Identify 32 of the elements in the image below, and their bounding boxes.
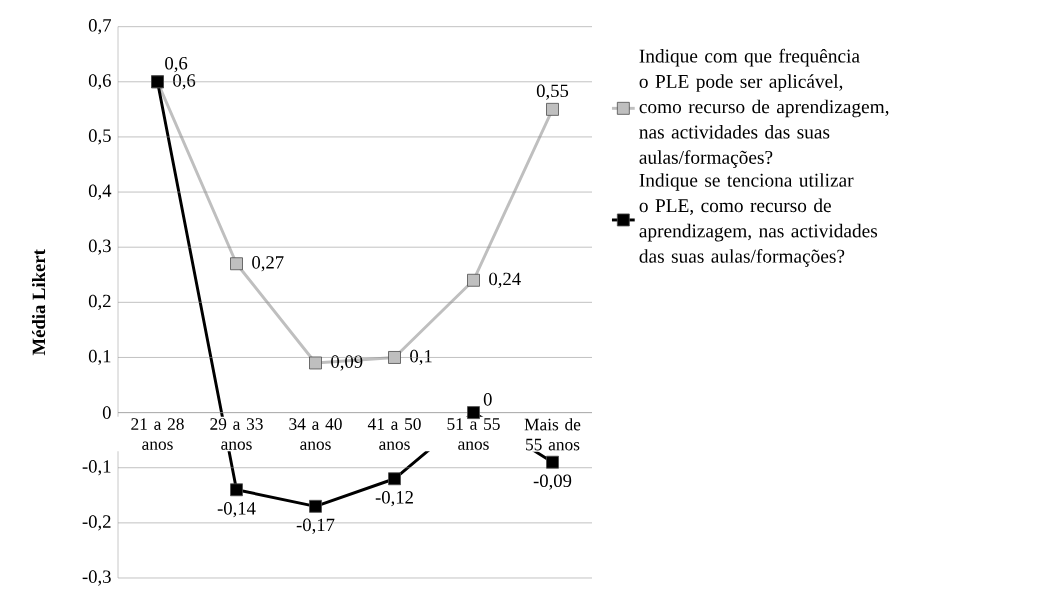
y-tick-label: -0,3 <box>82 570 111 586</box>
data-label: 0 <box>483 393 492 406</box>
y-tick-label: 0,2 <box>88 294 111 311</box>
data-label: -0,14 <box>217 502 256 518</box>
legend-label: Indique com que frequência o PLE pode ser aplicável, como recurso de aprendizagem, nas actividades das suas aulas/formações? <box>639 48 889 168</box>
data-label: 0,6 <box>173 74 196 90</box>
data-label: 0,27 <box>252 256 284 272</box>
data-label: 0,6 <box>165 56 188 73</box>
data-label: 0,09 <box>331 355 363 371</box>
data-label: -0,09 <box>533 474 572 490</box>
y-tick-label: 0 <box>102 406 111 419</box>
y-tick-label: -0,1 <box>82 460 111 476</box>
x-tick-label: 34 a 40 anos <box>289 418 342 450</box>
x-tick-label: 21 a 28 anos <box>131 418 184 450</box>
data-label: 0,24 <box>489 272 521 288</box>
y-tick-label: -0,2 <box>82 515 111 531</box>
x-tick-label: 29 a 33 anos <box>210 418 263 450</box>
x-tick-label: Mais de 55 anos <box>524 418 581 451</box>
x-tick-label: 41 a 50 anos <box>367 418 421 450</box>
x-tick-label: 51 a 55 anos <box>447 418 500 450</box>
y-tick-label: 0,7 <box>88 19 111 35</box>
y-axis-title: Média Likert <box>32 249 46 356</box>
y-tick-label: 0,3 <box>88 239 111 255</box>
y-tick-label: 0,6 <box>88 74 111 90</box>
legend-label: Indique se tenciona utilizar o PLE, como recurso de aprendizagem, nas actividades das suas aulas/formações? <box>639 173 878 267</box>
data-label: 0,1 <box>410 349 432 366</box>
data-label: -0,12 <box>375 491 413 507</box>
data-label: -0,17 <box>296 518 335 534</box>
data-label: 0,55 <box>536 84 569 100</box>
y-tick-label: 0,4 <box>88 184 112 200</box>
y-tick-label: 0,1 <box>88 349 111 366</box>
y-tick-label: 0,5 <box>88 129 111 145</box>
